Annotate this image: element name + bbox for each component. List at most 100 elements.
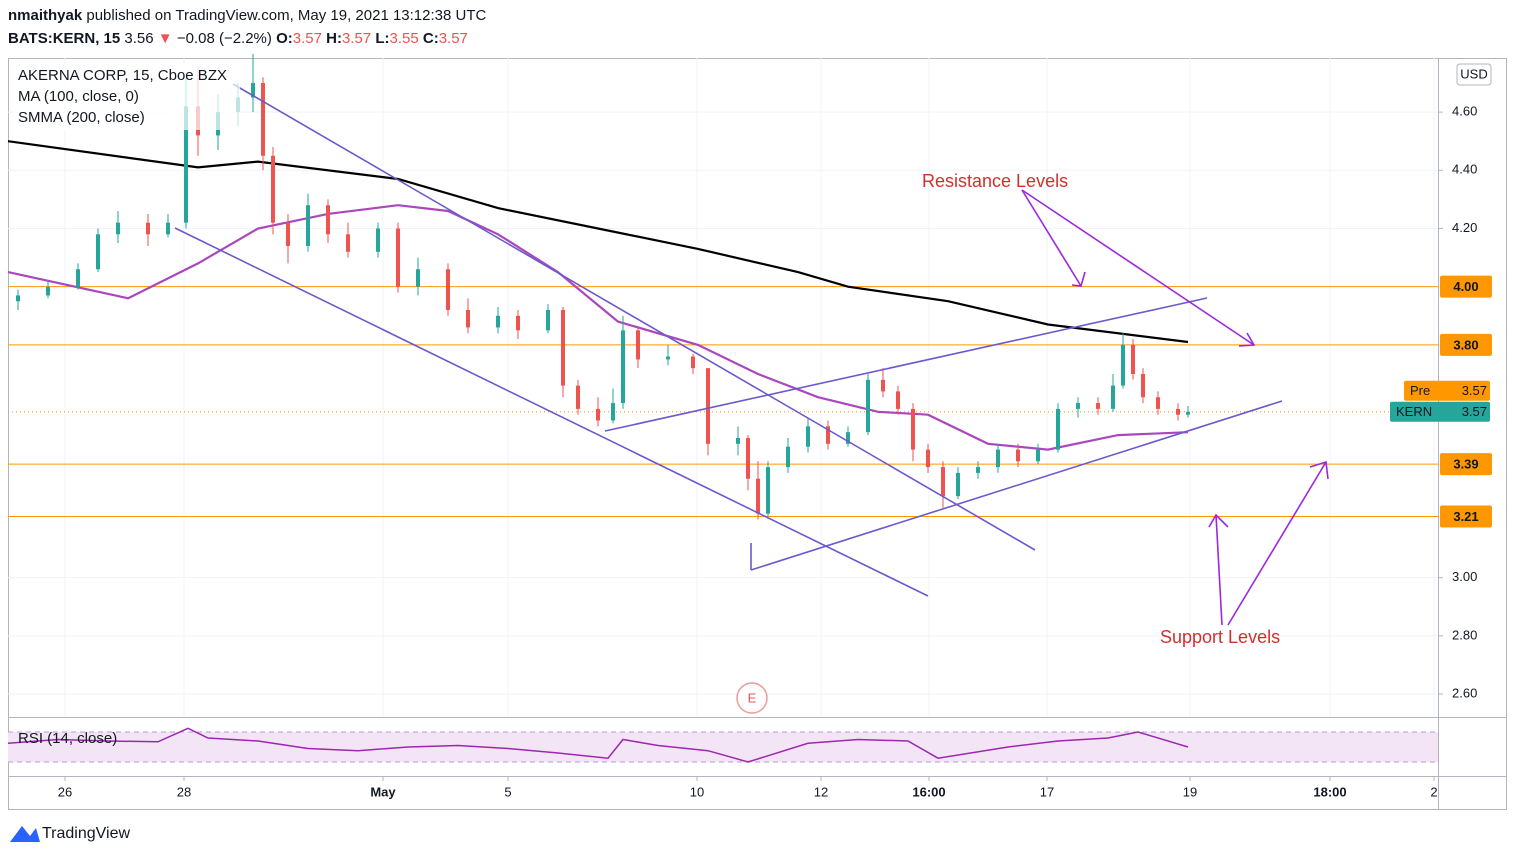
candle-body bbox=[926, 449, 930, 468]
candle-body bbox=[184, 106, 188, 223]
candle-body bbox=[1131, 344, 1135, 374]
price-label-name: Pre bbox=[1410, 383, 1430, 398]
candle-body bbox=[546, 309, 550, 331]
level-label: 3.21 bbox=[1453, 509, 1478, 524]
trend-line bbox=[232, 83, 1036, 551]
candle-body bbox=[786, 446, 790, 468]
x-tick-label: 10 bbox=[690, 784, 704, 799]
candle-body bbox=[866, 379, 870, 433]
candle-body bbox=[621, 330, 625, 404]
candle-body bbox=[261, 83, 265, 156]
x-tick-label: 17 bbox=[1040, 784, 1054, 799]
ohlc-value: 3.55 bbox=[389, 30, 418, 47]
level-label-bg bbox=[1440, 275, 1492, 298]
candle-body bbox=[376, 228, 380, 252]
arrow bbox=[1021, 189, 1255, 346]
candle-body bbox=[846, 432, 850, 444]
candle-body bbox=[636, 330, 640, 360]
candle-body bbox=[96, 234, 100, 270]
legend-bg bbox=[14, 64, 240, 130]
ma-line bbox=[7, 204, 1189, 451]
ma-line bbox=[7, 140, 1189, 344]
candle-body bbox=[736, 437, 740, 444]
y-tick-label: 4.20 bbox=[1452, 220, 1477, 235]
legend-entry: SMMA (200, close) bbox=[18, 109, 145, 126]
y-tick-label: 2.80 bbox=[1452, 627, 1477, 642]
trend-line bbox=[174, 227, 929, 597]
arrow bbox=[1021, 189, 1082, 287]
price-label-bg bbox=[1404, 380, 1490, 401]
logo: TradingView bbox=[10, 825, 130, 842]
candle-body bbox=[146, 222, 150, 235]
candle-body bbox=[446, 269, 450, 310]
x-tick-label: 2 bbox=[1430, 784, 1437, 799]
candle-body bbox=[561, 309, 565, 386]
candle-body bbox=[881, 379, 885, 392]
arrow-head bbox=[1309, 460, 1329, 480]
x-tick-label: 5 bbox=[504, 784, 511, 799]
candle-body bbox=[286, 222, 290, 246]
level-label-bg bbox=[1440, 505, 1492, 528]
candle-body bbox=[1016, 449, 1020, 462]
legend-title: AKERNA CORP, 15, Cboe BZX bbox=[18, 67, 227, 84]
candle-body bbox=[766, 467, 770, 514]
candle-body bbox=[1111, 385, 1115, 409]
candle-body bbox=[306, 205, 310, 246]
y-tick-label: 4.40 bbox=[1452, 162, 1477, 177]
annotation: Resistance Levels bbox=[922, 171, 1068, 191]
candle-body bbox=[16, 295, 20, 302]
x-tick-label: May bbox=[370, 784, 396, 799]
last-price: 3.56 bbox=[124, 30, 153, 47]
level-label-bg bbox=[1440, 333, 1492, 356]
candle-body bbox=[346, 234, 350, 252]
event-label: E bbox=[748, 690, 757, 705]
header-line: nmaithyak published on TradingView.com, … bbox=[8, 7, 487, 24]
candle-body bbox=[896, 391, 900, 409]
candle-body bbox=[166, 222, 170, 235]
candle-body bbox=[666, 356, 670, 360]
candle-body bbox=[596, 408, 600, 421]
candle-body bbox=[826, 426, 830, 444]
candle-body bbox=[46, 286, 50, 296]
x-tick-label: 16:00 bbox=[912, 784, 945, 799]
candle-body bbox=[911, 408, 915, 450]
candle-body bbox=[806, 426, 810, 447]
candle-body bbox=[941, 467, 945, 497]
ohlc-value: 3.57 bbox=[342, 30, 371, 47]
candle-body bbox=[1141, 373, 1145, 398]
candle-body bbox=[976, 467, 980, 473]
drawings bbox=[174, 83, 1283, 597]
rsi-band bbox=[8, 732, 1438, 762]
candle-body bbox=[1096, 403, 1100, 409]
annotation: Support Levels bbox=[1160, 627, 1280, 647]
price-label-bg bbox=[1390, 401, 1490, 422]
candle-body bbox=[706, 368, 710, 444]
arrow bbox=[1227, 461, 1327, 626]
trend-line bbox=[604, 297, 1208, 432]
price-label-value: 3.57 bbox=[1462, 404, 1487, 419]
candle-body bbox=[251, 83, 255, 98]
x-tick-label: 26 bbox=[58, 784, 72, 799]
change: −0.08 (−2.2%) bbox=[177, 30, 272, 47]
frame bbox=[8, 58, 1507, 810]
x-tick-label: 28 bbox=[177, 784, 191, 799]
published: published on TradingView.com, May 19, 20… bbox=[86, 7, 486, 24]
candle-body bbox=[1186, 411, 1190, 415]
candle-body bbox=[326, 205, 330, 235]
y-tick-label: 4.60 bbox=[1452, 104, 1477, 119]
rsi-line bbox=[7, 727, 1189, 763]
ohlc-key: H: bbox=[326, 30, 342, 47]
ohlc-value: 3.57 bbox=[439, 30, 468, 47]
candle-body bbox=[756, 478, 760, 514]
ohlc-key: L: bbox=[375, 30, 389, 47]
logo-icon bbox=[10, 826, 40, 842]
event-marker[interactable] bbox=[736, 682, 768, 714]
candle-body bbox=[746, 437, 750, 479]
currency-box bbox=[1456, 63, 1492, 86]
candle-body bbox=[516, 315, 520, 331]
symbol-line: BATS:KERN, 15 3.56 ▼ −0.08 (−2.2%) O:3.5… bbox=[8, 30, 468, 47]
candle-body bbox=[996, 449, 1000, 468]
x-tick-label: 12 bbox=[814, 784, 828, 799]
